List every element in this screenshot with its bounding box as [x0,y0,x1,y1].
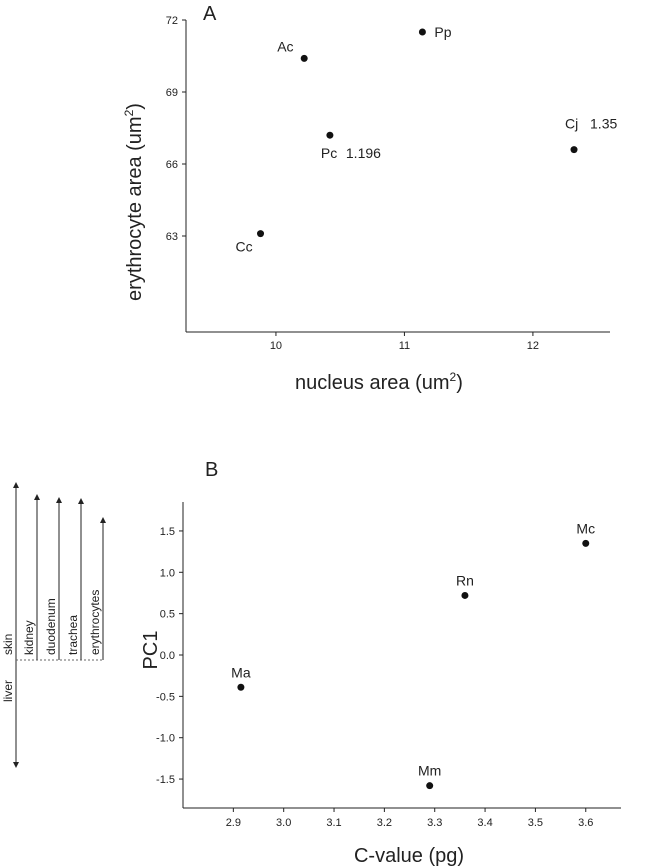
point-label-mm: Mm [418,763,441,779]
y-axis-title-a: erythrocyte area (um2) [122,103,146,301]
y-tick-label-b: 0.5 [160,609,175,621]
y-tick-label-b: 0.0 [160,650,175,662]
label-skin: skin [1,634,15,655]
x-tick-label-b: 3.4 [477,817,492,829]
x-tick-label-b: 3.2 [377,817,392,829]
y-tick-label-b: 1.0 [160,567,175,579]
x-tick-label-b: 3.1 [326,817,341,829]
point-cc [257,230,265,238]
x-tick-label-b: 3.0 [276,817,291,829]
point-cj [570,146,578,154]
point-mm [426,782,434,790]
y-tick-label-a: 69 [166,87,178,99]
x-tick-label-b: 3.3 [427,817,442,829]
x-tick-label-a: 12 [527,340,539,352]
point-label-pc: Pc [321,145,337,161]
point-label-ac: Ac [277,38,293,54]
tissue-diagram: liver skin kidney duodenum trachea eryth… [1,482,106,768]
y-tick-label-a: 72 [166,15,178,27]
point-label-pp: Pp [434,24,451,40]
y-tick-label-b: 1.5 [160,526,175,538]
point-annotation-pc: 1.196 [346,145,381,161]
point-label-mc: Mc [576,520,595,536]
y-tick-label-b: -1.5 [156,774,175,786]
x-tick-label-a: 10 [270,340,282,352]
y-tick-label-b: -1.0 [156,733,175,745]
chart-b: B 2.9 3.0 3.1 3.2 3.3 3.4 3.5 3.6 1.5 1.0 0.5 0.0 -0… [140,459,621,867]
point-label-cc: Cc [236,239,253,255]
point-label-cj: Cj [565,116,578,132]
label-trachea: trachea [66,615,80,655]
x-tick-label-b: 2.9 [226,817,241,829]
point-annotation-cj: 1.35 [590,116,617,132]
point-pp [418,28,426,36]
point-rn [461,591,469,599]
y-tick-label-a: 66 [166,159,178,171]
y-tick-label-b: -0.5 [156,691,175,703]
y-tick-label-a: 63 [166,231,178,243]
point-label-rn: Rn [456,572,474,588]
point-ma [237,683,245,691]
x-tick-label-a: 11 [399,340,410,352]
label-erythrocytes: erythrocytes [88,590,102,655]
x-axis-title-b: C-value (pg) [354,845,464,867]
y-axis-title-b: PC1 [140,631,162,670]
label-kidney: kidney [22,620,36,655]
chart-a: A 10 11 12 63 66 69 72 Ac Pp Pc 1.196 Cj 1.35 Cc nuc… [122,3,617,394]
point-mc [582,539,590,547]
panel-label-b: B [205,459,218,481]
label-duodenum: duodenum [44,598,58,655]
x-tick-label-b: 3.6 [578,817,593,829]
point-pc [326,131,334,139]
x-axis-title-a: nucleus area (um2) [295,370,463,394]
point-label-ma: Ma [231,664,251,680]
point-ac [300,54,308,62]
label-liver: liver [1,680,15,702]
panel-label-a: A [203,3,217,25]
x-tick-label-b: 3.5 [528,817,543,829]
